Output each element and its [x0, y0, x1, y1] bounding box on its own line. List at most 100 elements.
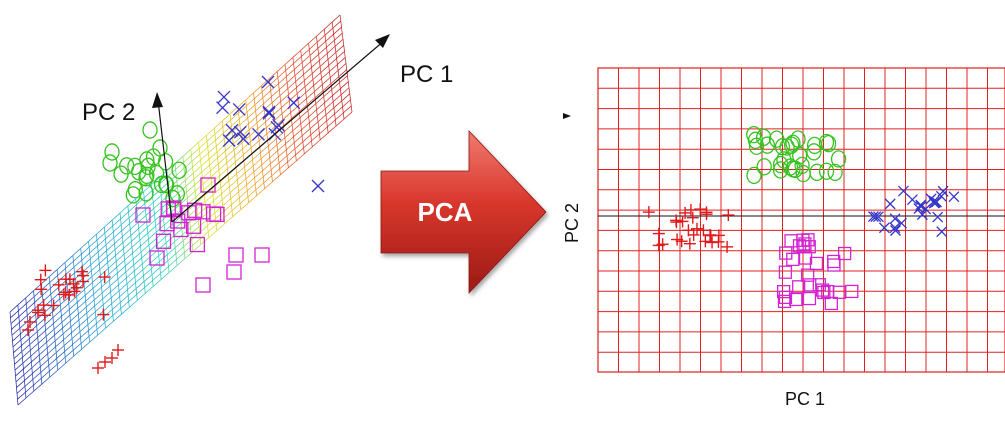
- mesh-line: [34, 295, 43, 303]
- x-marker: [262, 106, 276, 120]
- mesh-line: [55, 345, 65, 353]
- x-marker: [889, 213, 901, 225]
- mesh-line: [120, 301, 129, 309]
- mesh-line: [273, 107, 282, 115]
- mesh-line: [315, 96, 324, 104]
- mesh-line: [286, 148, 296, 157]
- x-marker-b: [870, 211, 882, 223]
- plus-marker: [699, 235, 712, 248]
- mesh-line: [62, 320, 71, 329]
- mesh-line: [41, 282, 51, 290]
- mesh-line: [30, 348, 39, 357]
- plus-marker: [22, 324, 34, 336]
- square-marker: [135, 207, 151, 223]
- mesh-line: [248, 195, 257, 203]
- mesh-line: [240, 129, 250, 138]
- mesh-line: [45, 328, 55, 337]
- mesh-line: [231, 203, 241, 211]
- mesh-line: [309, 48, 319, 56]
- mesh-line: [324, 101, 334, 110]
- mesh-line: [140, 238, 149, 247]
- circle-marker: [153, 175, 170, 194]
- mesh-line: [200, 152, 209, 161]
- mesh-line: [97, 238, 106, 247]
- mesh-line: [33, 377, 42, 386]
- mesh-line: [223, 204, 232, 212]
- mesh-line: [39, 347, 48, 356]
- mesh-line: [158, 248, 167, 257]
- x-marker: [878, 222, 890, 234]
- mesh-line: [185, 178, 195, 187]
- mesh-line: [237, 106, 249, 203]
- mesh-line: [21, 344, 31, 352]
- mesh-line: [293, 135, 303, 144]
- mesh-line: [220, 180, 229, 189]
- mesh-line: [293, 129, 302, 138]
- mesh-line: [217, 156, 227, 165]
- mesh-line: [296, 153, 305, 162]
- mesh-line: [331, 22, 345, 120]
- mesh-line: [301, 122, 310, 131]
- mesh-line: [105, 321, 114, 329]
- mesh-line: [135, 198, 146, 294]
- mesh-line: [325, 33, 334, 42]
- mesh-line: [238, 184, 247, 192]
- mesh-line: [175, 246, 184, 254]
- pca-arrow: PCA: [380, 129, 547, 295]
- x-marker-b: [878, 222, 890, 234]
- x-marker-b: [261, 75, 275, 89]
- mesh-line: [212, 181, 221, 190]
- mesh-line: [126, 270, 135, 279]
- square-marker: [185, 218, 202, 234]
- mesh-line: [61, 309, 70, 317]
- mesh-line: [151, 184, 162, 280]
- mesh-line: [96, 232, 106, 241]
- mesh-line: [219, 174, 229, 183]
- x-marker-b: [906, 194, 918, 206]
- mesh-line: [193, 165, 202, 174]
- mesh-line: [31, 354, 40, 363]
- mesh-line: [112, 218, 121, 227]
- mesh-line: [343, 111, 353, 120]
- plus-marker: [679, 206, 692, 219]
- mesh-line: [9, 311, 19, 406]
- mesh-line: [294, 62, 303, 70]
- mesh-line: [286, 142, 295, 151]
- right-2d-plot: PC 1 PC 2: [562, 67, 1005, 409]
- mesh-line: [198, 140, 208, 149]
- mesh-line: [272, 174, 281, 183]
- mesh-line: [110, 290, 120, 299]
- mesh-line: [88, 241, 98, 336]
- mesh-line: [304, 79, 314, 87]
- x-marker: [916, 209, 928, 221]
- mesh-line: [273, 113, 283, 121]
- mesh-line: [246, 104, 256, 113]
- mesh-line: [262, 169, 272, 178]
- mesh-line: [282, 112, 291, 120]
- mesh-line: [25, 390, 35, 399]
- mesh-line: [135, 281, 145, 289]
- mesh-line: [247, 183, 256, 191]
- mesh-line: [184, 251, 194, 259]
- mesh-line: [319, 59, 329, 67]
- mesh-line: [339, 75, 348, 83]
- mesh-line: [37, 330, 46, 338]
- mesh-line: [124, 252, 133, 261]
- mesh-line: [103, 303, 112, 311]
- mesh-line: [56, 351, 65, 359]
- mesh-line: [103, 227, 114, 322]
- plus-marker: [32, 306, 45, 319]
- mesh-line: [239, 196, 249, 204]
- mesh-line: [292, 123, 301, 131]
- mesh-line: [304, 146, 313, 155]
- mesh-line: [99, 256, 108, 264]
- mesh-line: [119, 212, 130, 308]
- mesh-line: [237, 178, 247, 187]
- mesh-line: [125, 258, 134, 267]
- mesh-line: [84, 288, 94, 296]
- mesh-line: [245, 92, 254, 101]
- mesh-line: [306, 97, 316, 105]
- x-marker: [252, 127, 265, 141]
- x-marker: [311, 179, 325, 193]
- mesh-line: [111, 212, 121, 221]
